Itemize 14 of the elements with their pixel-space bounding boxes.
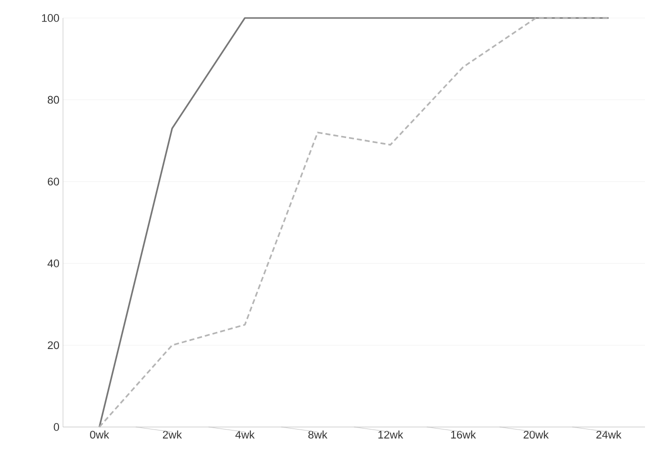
x-tick-label: 12wk [378, 430, 404, 438]
x-tick-label: 16wk [451, 430, 476, 439]
x-tick-label: 2wk [162, 430, 182, 438]
x-tick-label: 8wk [308, 430, 328, 439]
y-tick-label: 20 [48, 341, 60, 350]
x-tick-label: 24wk [596, 430, 622, 438]
x-tick-label: 4wk [235, 430, 255, 438]
x-tick-label: 20wk [524, 430, 549, 439]
y-tick-label: 60 [48, 178, 60, 186]
y-tick-label: 40 [48, 260, 60, 268]
y-tick-label: 100 [42, 14, 60, 22]
y-tick-label: 80 [48, 96, 60, 104]
y-tick-label: 0 [54, 423, 60, 431]
x-tick-label: 0wk [90, 430, 110, 439]
